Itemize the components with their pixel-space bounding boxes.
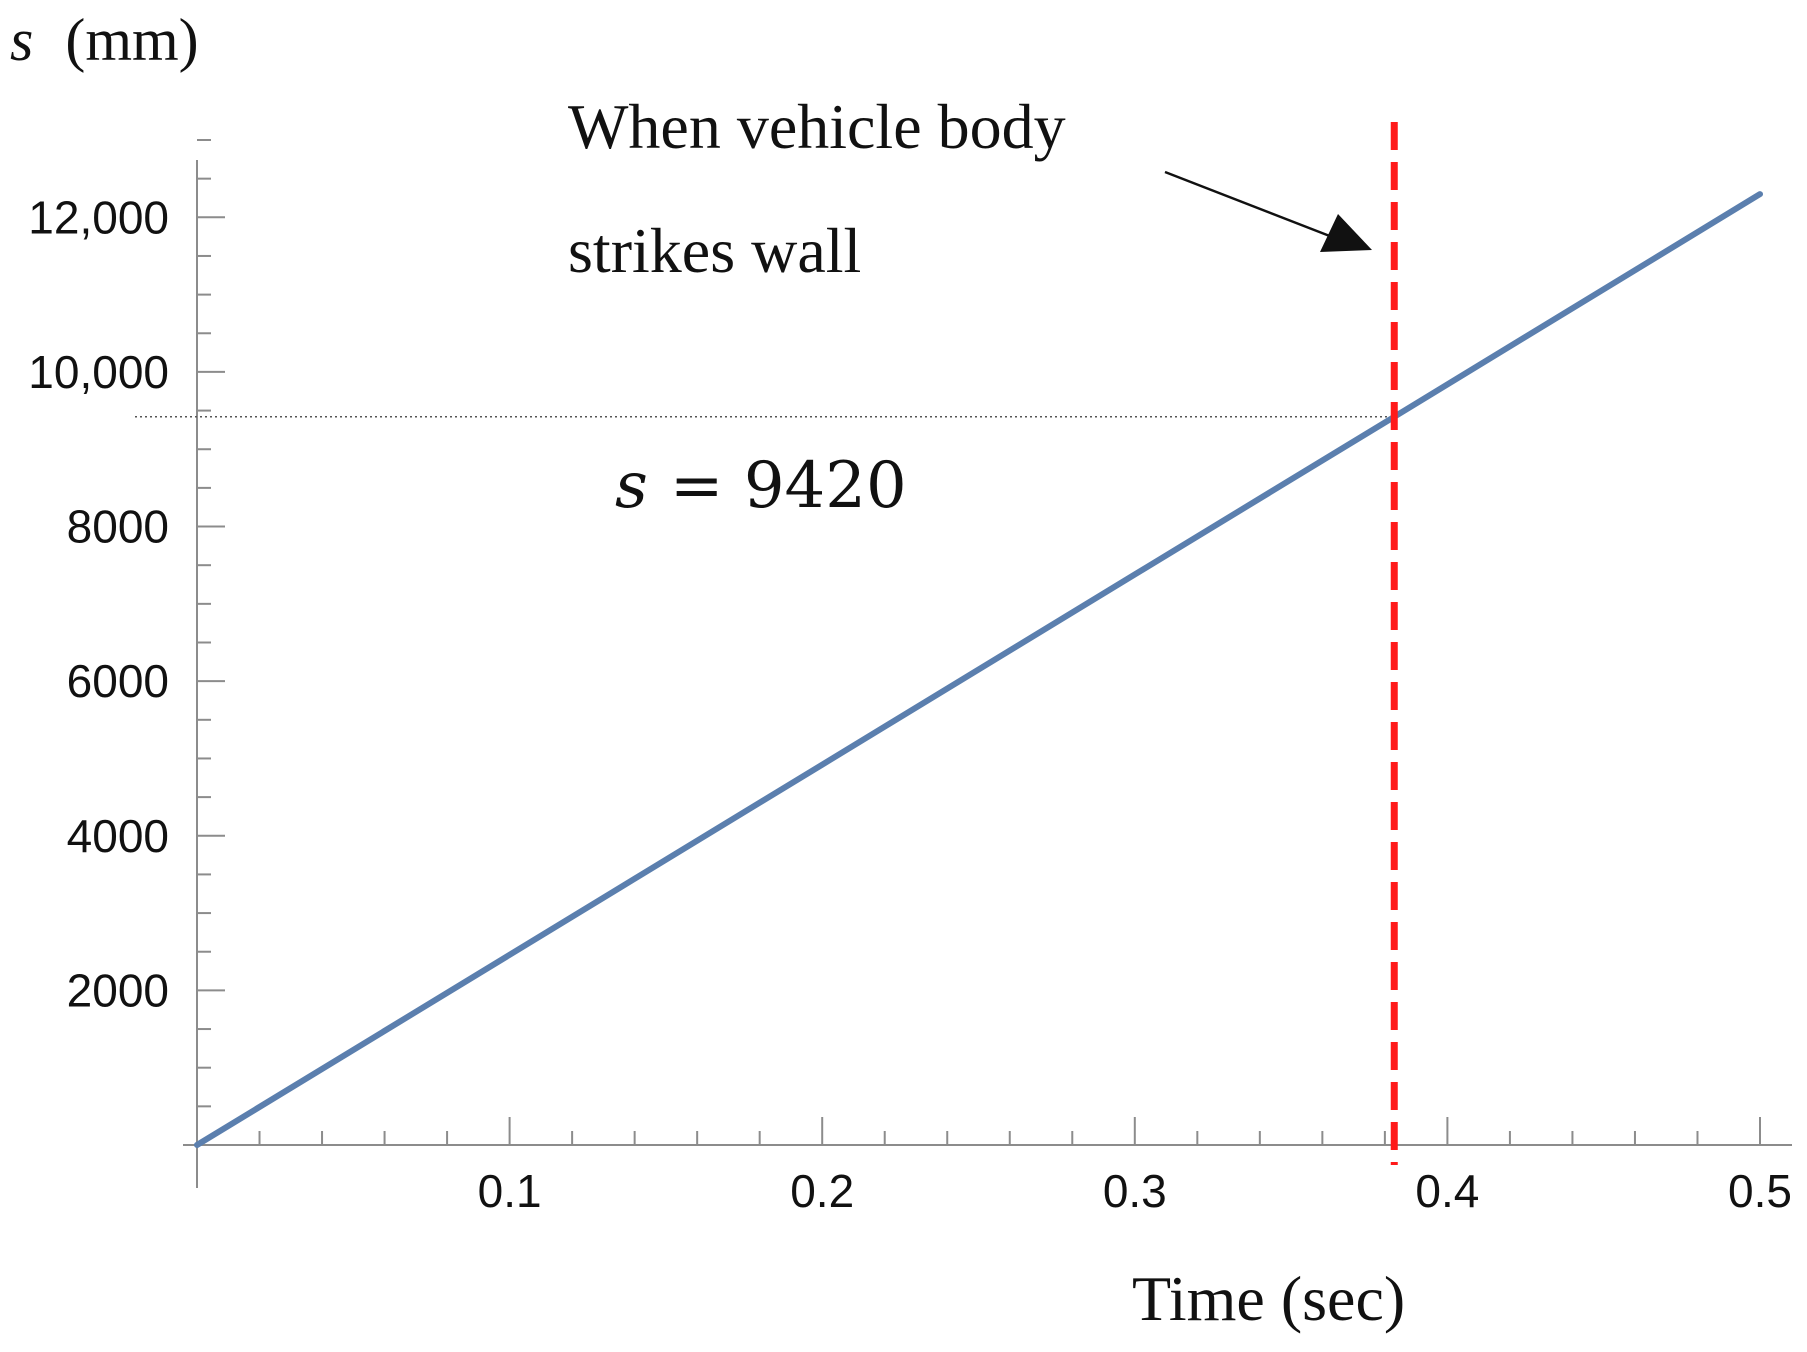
y-tick-label: 12,000 (28, 191, 169, 243)
x-tick-label: 0.5 (1728, 1165, 1792, 1217)
value-annotation-symbol: s (615, 449, 648, 523)
series-line (194, 191, 1763, 1148)
y-minor-ticks (197, 139, 211, 1108)
x-ticks: 0.1 0.2 0.3 0.4 0.5 (478, 1117, 1792, 1217)
impact-annotation-line1: When vehicle body (568, 91, 1066, 162)
impact-annotation-line2: strikes wall (568, 215, 861, 286)
y-tick-label: 4000 (67, 810, 169, 862)
y-tick-label: 6000 (67, 655, 169, 707)
y-tick-label: 2000 (67, 964, 169, 1016)
x-axis-title: Time (sec) (1132, 1263, 1405, 1334)
x-tick-label: 0.3 (1103, 1165, 1167, 1217)
x-tick-label: 0.4 (1415, 1165, 1479, 1217)
value-annotation: s = 9420 (615, 449, 907, 523)
y-axis-symbol: s (10, 7, 33, 73)
y-tick-label: 10,000 (28, 346, 169, 398)
y-axis-unit: (mm) (65, 7, 198, 73)
x-tick-label: 0.1 (478, 1165, 542, 1217)
y-axis-title: s (mm) (10, 7, 199, 73)
annotation-arrow (1164, 170, 1372, 252)
value-annotation-text: = 9420 (670, 449, 907, 523)
x-minor-ticks (258, 1131, 1699, 1145)
y-ticks: 2000 4000 6000 8000 10,000 12,000 (28, 191, 225, 1016)
y-tick-label: 8000 (67, 501, 169, 553)
x-tick-label: 0.2 (790, 1165, 854, 1217)
